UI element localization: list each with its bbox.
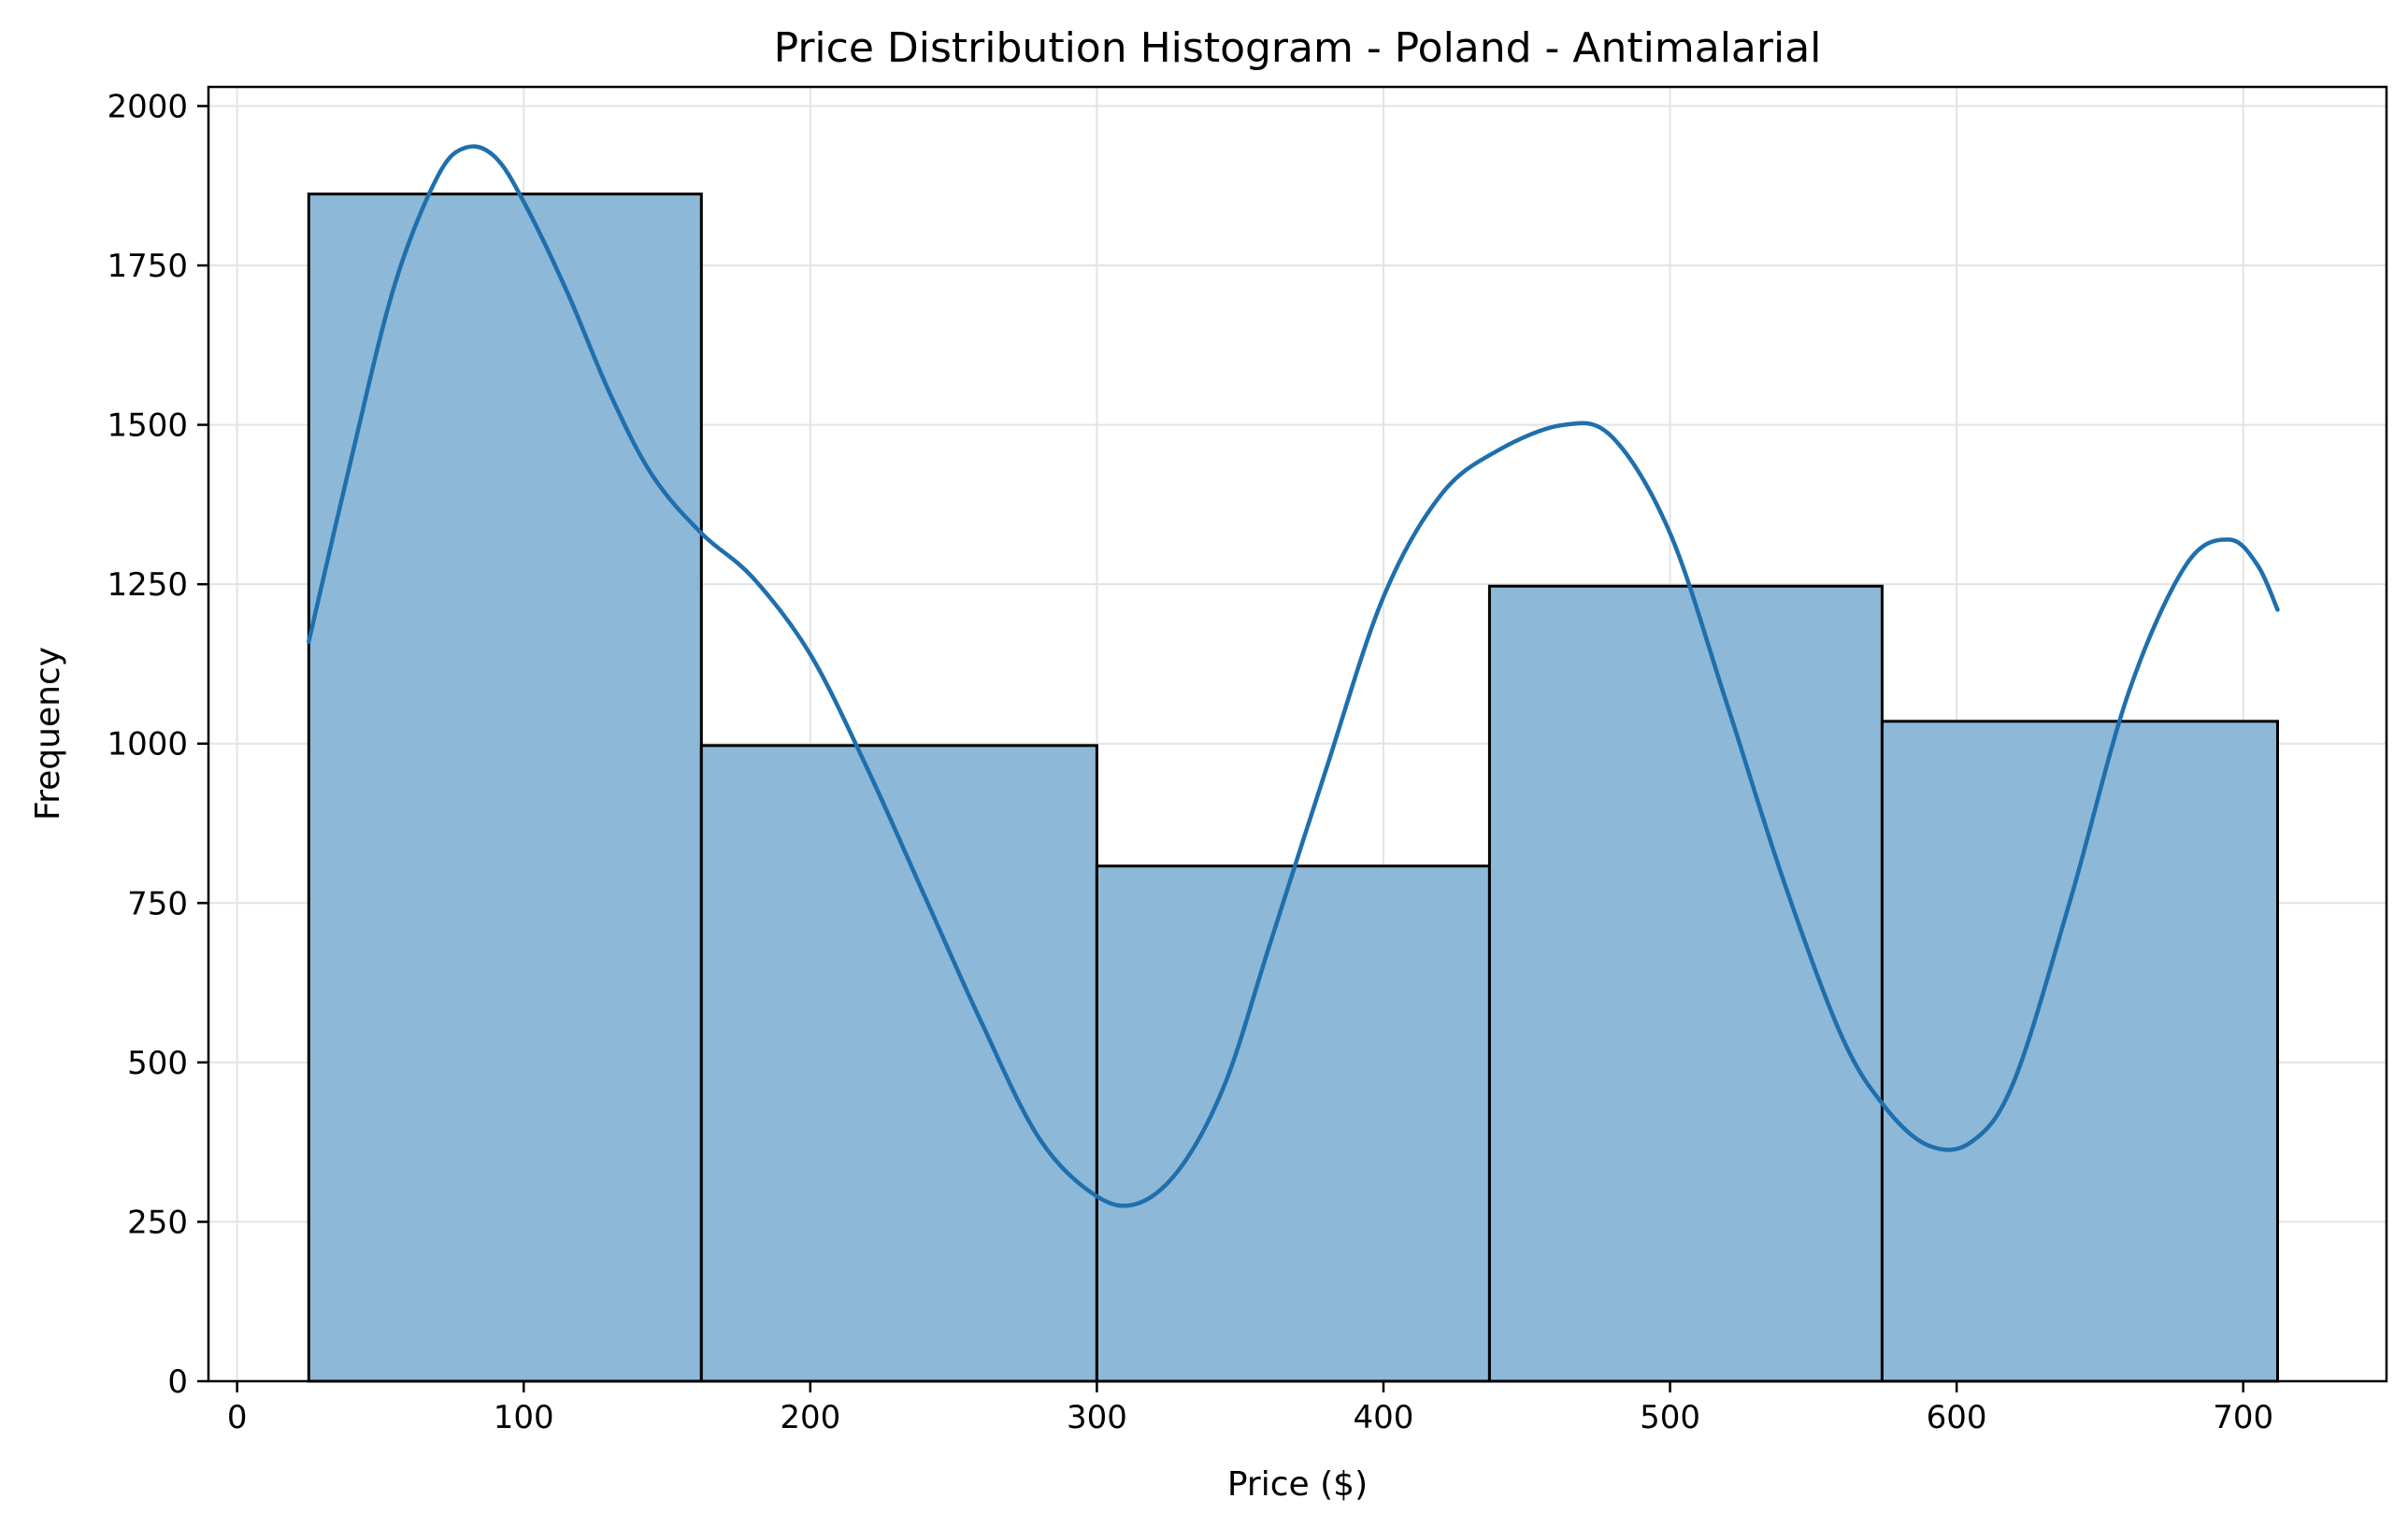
histogram-bar [1880, 720, 2279, 1383]
x-tick-label: 700 [2213, 1399, 2273, 1436]
bars-layer [307, 193, 2279, 1383]
x-axis-label: Price ($) [1227, 1465, 1368, 1504]
histogram-bar [1095, 864, 1491, 1383]
x-tick-label: 600 [1927, 1399, 1987, 1436]
histogram-bar [1487, 584, 1884, 1383]
y-tick-label: 1250 [107, 566, 188, 604]
x-tick-label: 200 [780, 1399, 840, 1436]
y-tick-label: 250 [127, 1204, 188, 1241]
histogram-bar [699, 744, 1098, 1383]
plot-frame [207, 85, 2388, 1383]
chart-title: Price Distribution Histogram - Poland - … [774, 24, 1822, 72]
histogram-bar [307, 193, 703, 1383]
y-tick-label: 0 [167, 1363, 188, 1401]
kde-line [307, 144, 2280, 1208]
y-tick-label: 2000 [107, 88, 188, 125]
y-tick-label: 1500 [107, 407, 188, 445]
y-tick-label: 1000 [107, 726, 188, 764]
y-tick-label: 1750 [107, 248, 188, 285]
x-tick-label: 500 [1640, 1399, 1700, 1436]
x-tick-label: 100 [494, 1399, 554, 1436]
x-axis: 0 100 200 300 400 500 600 700 [227, 1381, 2273, 1436]
y-axis-label: Frequency [29, 647, 67, 821]
x-tick-label: 300 [1067, 1399, 1127, 1436]
x-tick-label: 0 [227, 1399, 248, 1436]
y-tick-label: 500 [127, 1045, 188, 1082]
y-axis: 0 250 500 750 1000 1250 1500 1750 2000 [107, 88, 208, 1401]
y-tick-label: 750 [127, 885, 188, 922]
x-tick-label: 400 [1354, 1399, 1414, 1436]
kde-layer [307, 144, 2280, 1208]
